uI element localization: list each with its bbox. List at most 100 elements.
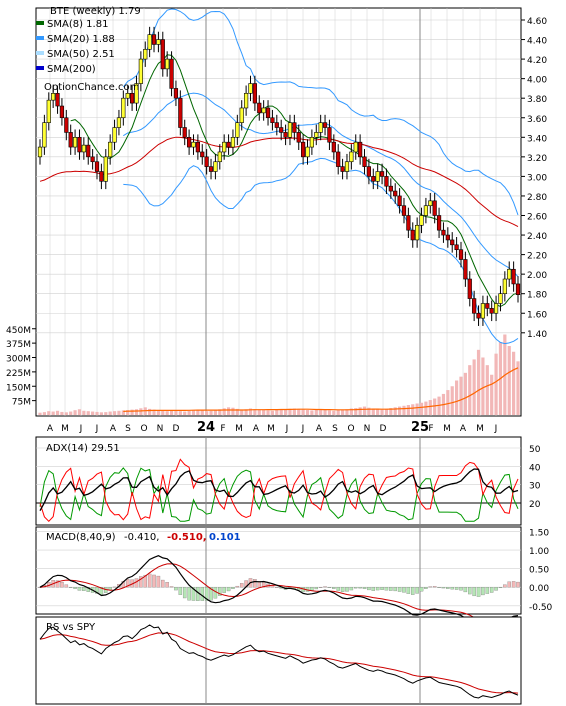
volume-bar <box>55 410 60 415</box>
price-y-tick-label: 4.60 <box>527 17 547 27</box>
price-y-tick-label: 4.40 <box>527 37 547 47</box>
macd-panel: 1.50 1.00 0.50 0.00 -0.50 <box>35 526 553 631</box>
volume-bar <box>126 410 130 415</box>
price-y-tick-label: 2.60 <box>527 213 547 223</box>
macd-histogram-bar <box>498 587 503 588</box>
macd-histogram-bar <box>406 587 411 594</box>
volume-bar <box>178 411 182 415</box>
candle <box>239 107 244 123</box>
volume-bar <box>279 409 283 415</box>
price-x-tick-label: N <box>157 424 164 434</box>
macd-histogram-bar <box>239 583 244 588</box>
candle <box>410 229 415 241</box>
macd-histogram-bar <box>389 587 393 591</box>
macd-histogram-bar <box>112 586 117 588</box>
volume-bar <box>402 405 406 415</box>
macd-histogram-bar <box>450 587 454 590</box>
macd-histogram-bar <box>437 587 441 588</box>
volume-bar <box>121 410 125 415</box>
volume-bar <box>389 408 393 415</box>
long-average-line <box>39 136 519 228</box>
candle <box>318 122 323 133</box>
price-y-tick-label: 1.60 <box>527 310 547 320</box>
price-x-tick-label: O <box>140 424 147 434</box>
candle <box>169 58 174 89</box>
volume-bar <box>305 410 310 415</box>
candle <box>498 293 503 304</box>
volume-bar <box>51 411 55 415</box>
macd-histogram-bar <box>86 587 90 592</box>
candle <box>489 308 494 314</box>
macd-histogram-bar <box>95 587 99 594</box>
candle <box>415 224 420 241</box>
volume-bar <box>512 351 516 415</box>
rs-frame <box>35 616 522 705</box>
volume-bar <box>262 410 266 415</box>
volume-y-tick-label: 450M <box>6 326 31 336</box>
macd-histogram-bar <box>82 587 86 591</box>
macd-histogram-bar <box>310 587 314 591</box>
candle <box>125 93 130 99</box>
watermark: OptionChance.com <box>44 82 139 93</box>
volume-bar <box>415 403 419 415</box>
volume-bar <box>393 407 397 415</box>
volume-bar <box>446 390 450 415</box>
volume-bar <box>69 411 73 415</box>
candle <box>134 83 139 104</box>
volume-bar <box>196 409 200 415</box>
macd-histogram-bar <box>222 587 226 593</box>
macd-histogram-bar <box>336 587 340 591</box>
rs-line <box>39 624 519 699</box>
candle <box>213 161 218 172</box>
volume-bar <box>191 410 196 415</box>
candle <box>349 151 354 163</box>
macd-histogram-bar <box>327 587 332 588</box>
adx-frame <box>35 436 522 526</box>
candle <box>46 99 51 123</box>
volume-bar <box>358 407 362 415</box>
macd-histogram-bar <box>397 587 402 592</box>
macd-value: -0.410, <box>124 532 159 543</box>
volume-bar <box>481 357 485 415</box>
volume-bar <box>323 410 327 415</box>
macd-y-tick-label: 0.00 <box>529 584 549 594</box>
candle <box>301 141 306 158</box>
candle <box>480 303 486 319</box>
macd-histogram-bar <box>187 587 191 601</box>
candle <box>305 146 310 158</box>
macd-histogram-bar <box>402 587 406 593</box>
candle <box>436 215 442 231</box>
macd-histogram-bar <box>340 587 345 592</box>
volume-bar <box>490 374 494 415</box>
candle <box>77 137 82 153</box>
price-panel: 4.60 4.40 4.20 4.00 3.80 3.60 3.40 3.20 3.00 2.80… <box>6 7 547 435</box>
legend-label-sma8: SMA(8) 1.81 <box>47 19 108 30</box>
candle <box>511 268 516 285</box>
legend-label-sma200: SMA(200) <box>47 64 96 75</box>
volume-bar <box>468 365 472 415</box>
candle <box>121 97 126 119</box>
macd-histogram-bar <box>419 587 424 592</box>
macd-histogram-bar <box>375 587 380 591</box>
price-x-tick-label: J <box>285 424 289 434</box>
volume-bar <box>253 409 257 415</box>
volume-bar <box>117 410 121 415</box>
candle <box>314 132 319 138</box>
volume-bar <box>424 401 428 415</box>
candle <box>450 239 455 246</box>
macd-histogram-bar <box>367 587 371 591</box>
macd-histogram-bar <box>314 587 319 590</box>
candle <box>187 137 192 148</box>
volume-bar <box>139 408 143 415</box>
price-y-tick-label: 3.20 <box>527 154 547 164</box>
price-y-tick-label: 2.80 <box>527 193 547 203</box>
volume-bar <box>376 409 380 415</box>
macd-histogram-bar <box>415 587 419 594</box>
candle <box>182 127 187 138</box>
candle <box>252 83 257 104</box>
price-x-tick-label: A <box>460 424 467 434</box>
candle <box>441 229 446 236</box>
volume-bar <box>433 398 437 415</box>
macd-histogram-bar <box>494 587 498 591</box>
candle <box>265 107 271 119</box>
